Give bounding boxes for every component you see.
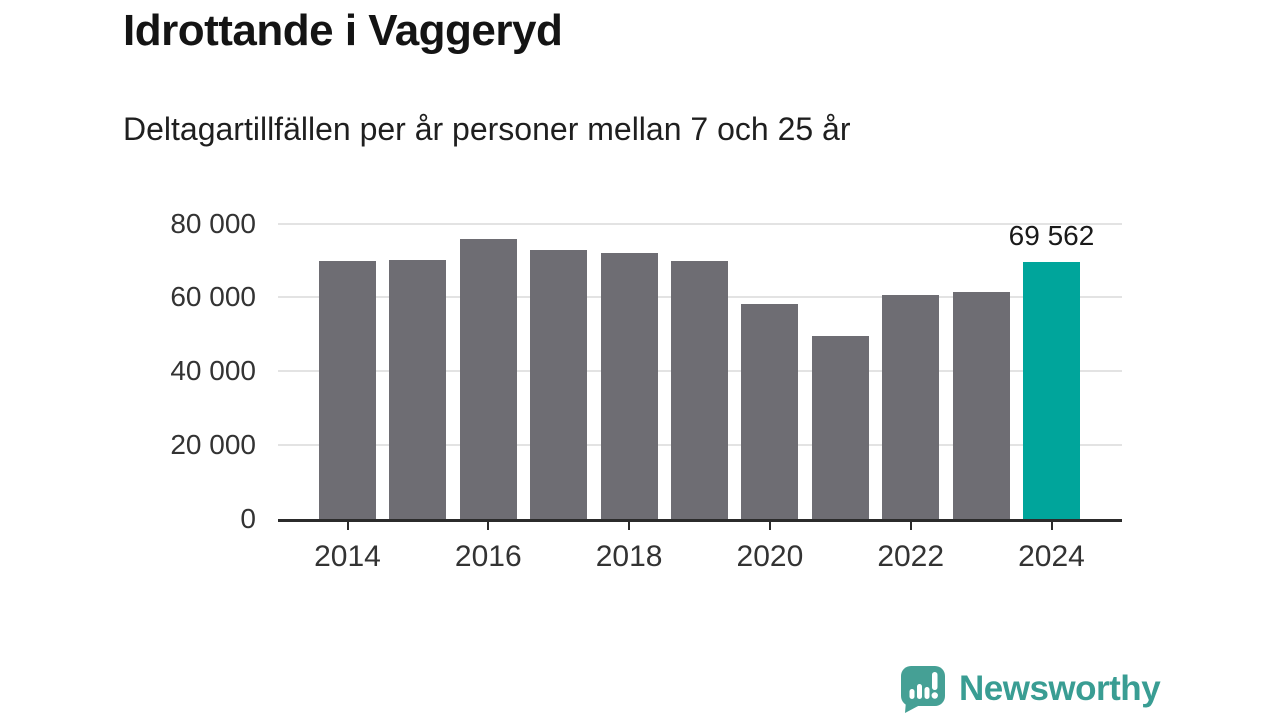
bar-2017	[530, 250, 588, 519]
x-axis-tick-label: 2024	[1018, 540, 1085, 573]
bar-2019	[671, 260, 728, 519]
y-axis-tick-label: 40 000	[170, 355, 256, 387]
x-axis-tick-label: 2018	[595, 540, 663, 573]
x-axis-tick	[628, 522, 631, 530]
bar-2021	[811, 335, 869, 519]
x-axis-tick	[487, 522, 490, 530]
newsworthy-chart-bubble-icon	[901, 666, 945, 713]
y-axis-tick-label: 60 000	[170, 281, 256, 313]
x-axis-tick	[346, 522, 349, 530]
x-axis-tick	[909, 522, 912, 530]
x-axis-line	[278, 519, 1122, 522]
brand-name: Newsworthy	[959, 669, 1161, 708]
x-axis-tick-label: 2020	[736, 540, 804, 573]
x-axis-tick-label: 2016	[454, 540, 522, 573]
chart-subtitle: Deltagartillfällen per år personer mella…	[123, 111, 851, 147]
bar-2023	[952, 291, 1010, 519]
highlighted-bar-value-label: 69 562	[1008, 220, 1095, 251]
x-axis-tick	[768, 522, 771, 530]
x-axis-tick-label: 2014	[314, 540, 381, 573]
newsworthy-logo: Newsworthy	[899, 664, 1161, 714]
bar-2020	[741, 304, 799, 519]
bar-2024	[1023, 262, 1080, 519]
bar-2016	[459, 239, 517, 519]
bar-2014	[319, 261, 376, 519]
chart-title: Idrottande i Vaggeryd	[123, 6, 563, 55]
x-axis-tick-label: 2022	[877, 540, 945, 573]
bar-2018	[600, 253, 658, 519]
y-axis-tick-label: 0	[240, 503, 256, 534]
bar-2015	[389, 260, 447, 519]
y-axis-tick-label: 20 000	[170, 429, 256, 461]
x-axis-tick	[1050, 522, 1053, 530]
y-axis-tick-label: 80 000	[170, 207, 256, 239]
bar-2022	[882, 294, 940, 519]
gridline-80000	[278, 222, 1122, 225]
